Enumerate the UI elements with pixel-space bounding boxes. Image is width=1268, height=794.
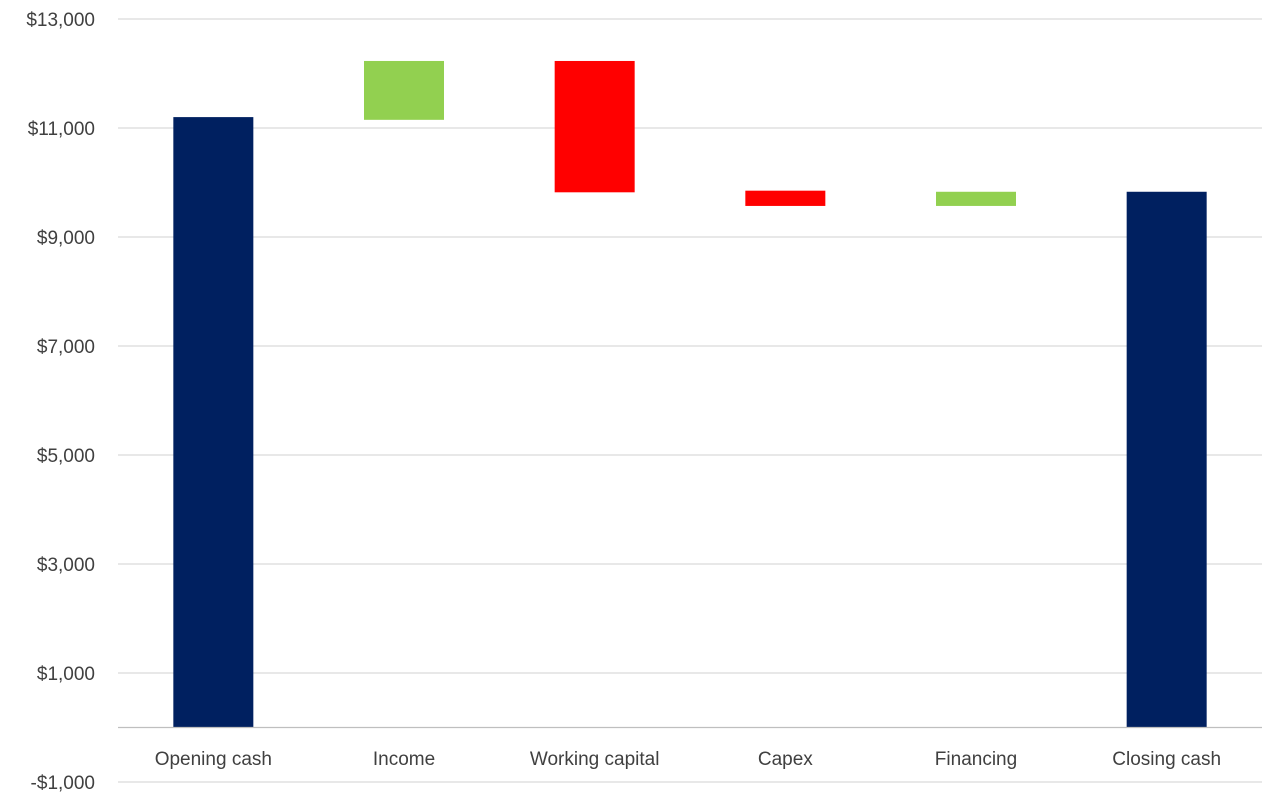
x-category-label: Financing	[935, 749, 1017, 770]
y-tick-label: $11,000	[28, 119, 95, 140]
bar-increase	[936, 191, 1016, 206]
x-axis-category-labels: Opening cash Income Working capital Capex Fi…	[155, 749, 1221, 770]
y-tick-label: $5,000	[37, 446, 95, 467]
y-tick-label: $7,000	[37, 337, 95, 358]
x-category-label: Income	[373, 749, 435, 770]
bar-decrease	[554, 60, 635, 193]
bar-decrease	[745, 190, 826, 206]
bar-total	[1126, 191, 1207, 728]
y-tick-label: $1,000	[37, 664, 95, 685]
bar-total	[173, 117, 254, 728]
y-tick-label: $3,000	[37, 555, 95, 576]
x-category-label: Closing cash	[1112, 749, 1221, 770]
x-category-label: Working capital	[530, 749, 660, 770]
x-category-label: Opening cash	[155, 749, 272, 770]
y-tick-label: $13,000	[26, 10, 95, 31]
gridlines	[118, 18, 1262, 783]
bar-increase	[364, 60, 444, 120]
y-tick-label: $9,000	[37, 228, 95, 249]
y-tick-label: -$1,000	[31, 773, 95, 794]
x-category-label: Capex	[758, 749, 813, 770]
y-axis-tick-labels: -$1,000 $1,000 $3,000 $5,000 $7,000 $9,000 $11…	[26, 10, 95, 794]
bars	[173, 60, 1207, 728]
